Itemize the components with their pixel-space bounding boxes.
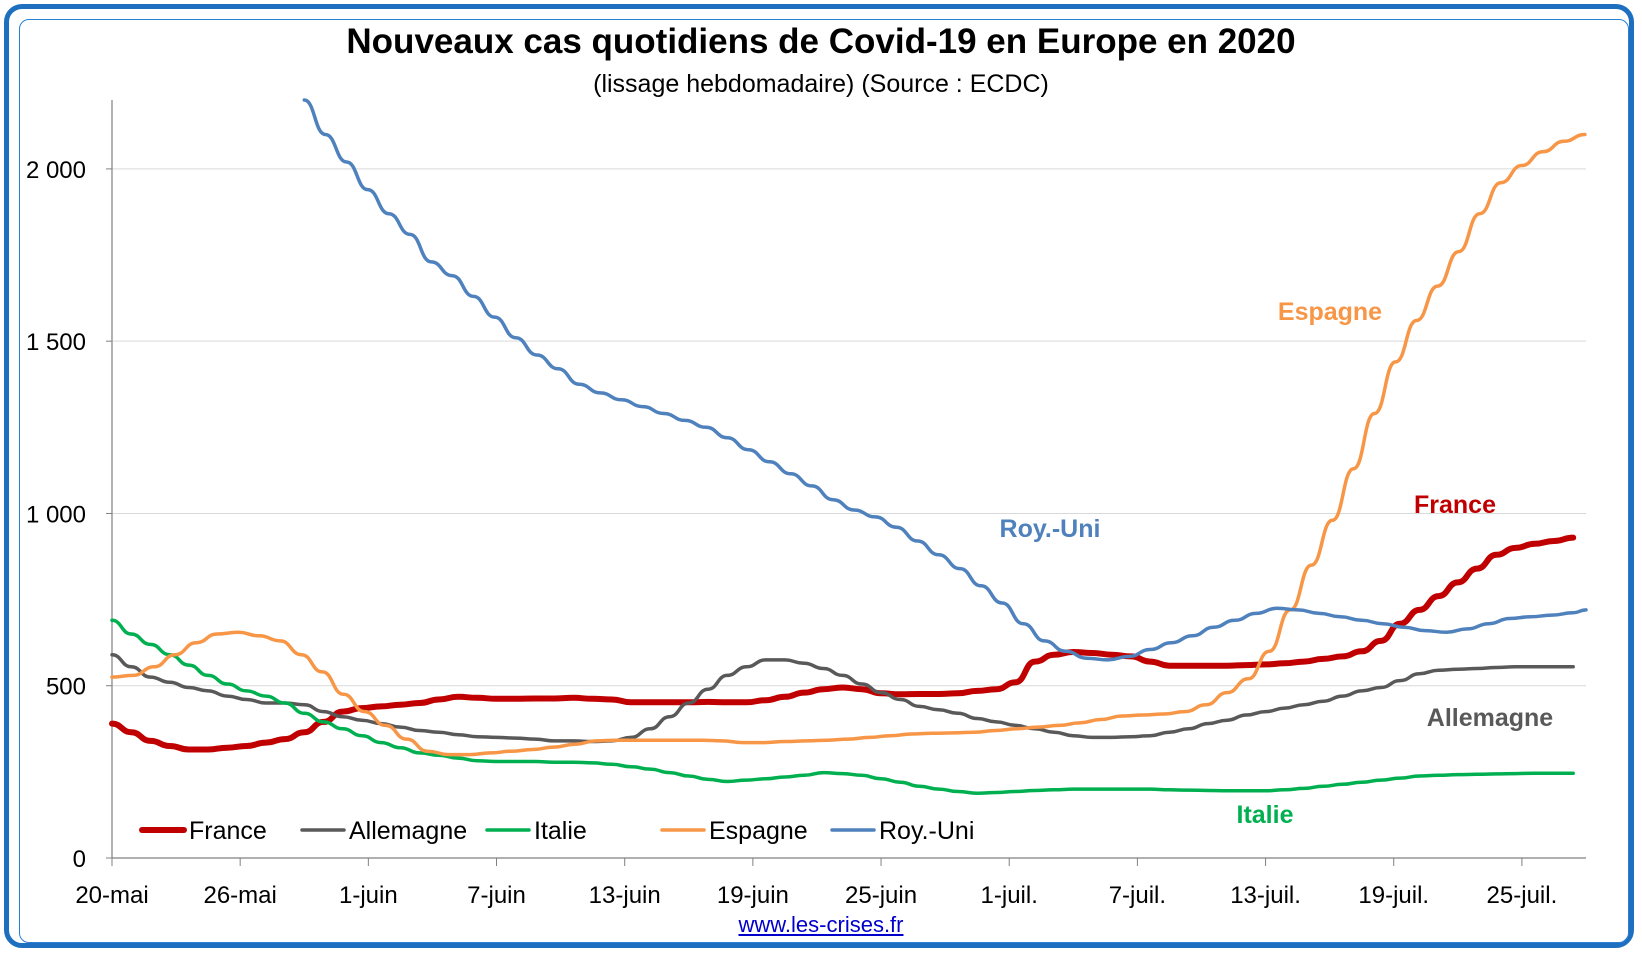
legend-label: France: [189, 817, 267, 845]
annotation-royuni: Roy.-Uni: [1000, 515, 1101, 543]
y-tick-label: 0: [73, 846, 86, 873]
series-line-espagne: [110, 132, 1587, 757]
series-line-italie: [110, 618, 1575, 795]
legend-label: Roy.-Uni: [879, 817, 974, 845]
y-axis-ticks: 0 500 1 000 1 500 2 000: [26, 157, 112, 873]
annotation-espagne: Espagne: [1278, 298, 1382, 326]
series-line-allemagne: [110, 652, 1575, 744]
series-lines: [109, 98, 1588, 795]
legend-label: Allemagne: [349, 817, 467, 845]
chart-frame: [4, 4, 1634, 948]
legend: France Allemagne Italie Espagne Roy.-Uni: [139, 817, 974, 845]
x-tick-label: 13-juil.: [1230, 882, 1301, 909]
x-tick-label: 19-juin: [717, 882, 789, 909]
x-tick-label: 20-mai: [75, 882, 148, 909]
y-tick-label: 1 500: [26, 329, 86, 356]
chart-frame-inner: [19, 19, 1629, 943]
source-link[interactable]: www.les-crises.fr: [738, 912, 904, 937]
x-tick-label: 1-juin: [339, 882, 398, 909]
chart-title: Nouveaux cas quotidiens de Covid-19 en E…: [346, 22, 1296, 61]
x-tick-label: 25-juin: [845, 882, 917, 909]
x-tick-label: 7-juil.: [1109, 882, 1166, 909]
grid-lines: [112, 168, 1586, 687]
series-line-france: [109, 534, 1577, 753]
x-tick-label: 7-juin: [467, 882, 526, 909]
series-line-royuni: [302, 98, 1588, 662]
x-axis-ticks: 20-mai 26-mai 1-juin 7-juin 13-juin 19-juin 25…: [75, 858, 1557, 909]
y-tick-label: 1 000: [26, 501, 86, 528]
x-tick-label: 13-juin: [589, 882, 661, 909]
annotation-france: France: [1414, 491, 1496, 519]
axes: [111, 100, 1586, 859]
annotation-italie: Italie: [1237, 801, 1294, 829]
annotation-allemagne: Allemagne: [1427, 704, 1554, 732]
legend-label: Espagne: [709, 817, 808, 845]
series-annotations: Espagne France Roy.-Uni Allemagne Italie: [1000, 298, 1554, 829]
chart-subtitle: (lissage hebdomadaire) (Source : ECDC): [593, 70, 1049, 98]
x-tick-label: 25-juil.: [1487, 882, 1558, 909]
x-tick-label: 19-juil.: [1358, 882, 1429, 909]
y-tick-label: 500: [46, 674, 86, 701]
x-tick-label: 1-juil.: [981, 882, 1038, 909]
legend-label: Italie: [534, 817, 587, 845]
x-tick-label: 26-mai: [203, 882, 276, 909]
y-tick-label: 2 000: [26, 157, 86, 184]
